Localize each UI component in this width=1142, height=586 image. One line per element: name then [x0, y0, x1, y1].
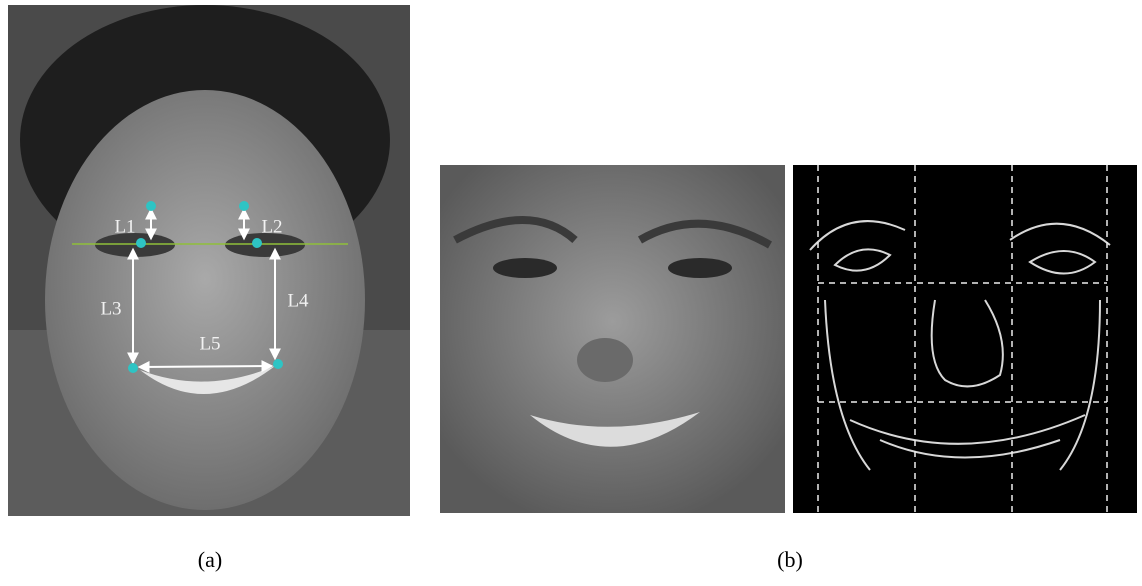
- label: L1: [114, 216, 135, 237]
- caption: (a): [198, 547, 222, 572]
- landmark: [146, 201, 156, 211]
- panel-b-photo: [440, 165, 785, 513]
- nose: [577, 338, 633, 382]
- caption: (b): [777, 547, 803, 572]
- label: L5: [199, 333, 220, 354]
- landmark: [273, 359, 283, 369]
- face: [45, 90, 365, 510]
- arrow: [140, 366, 271, 367]
- landmark: [252, 238, 262, 248]
- label: L3: [100, 298, 121, 319]
- landmark: [136, 238, 146, 248]
- edge-map: [793, 165, 1137, 513]
- landmark: [128, 363, 138, 373]
- figure: L1 L2 L3 L4 L5: [0, 0, 1142, 586]
- panel-a: L1 L2 L3 L4 L5: [8, 5, 410, 516]
- eye: [668, 258, 732, 278]
- label: L2: [261, 216, 282, 237]
- landmark: [239, 201, 249, 211]
- label: L4: [287, 290, 309, 311]
- eye: [493, 258, 557, 278]
- panel-b-edges: [793, 165, 1137, 513]
